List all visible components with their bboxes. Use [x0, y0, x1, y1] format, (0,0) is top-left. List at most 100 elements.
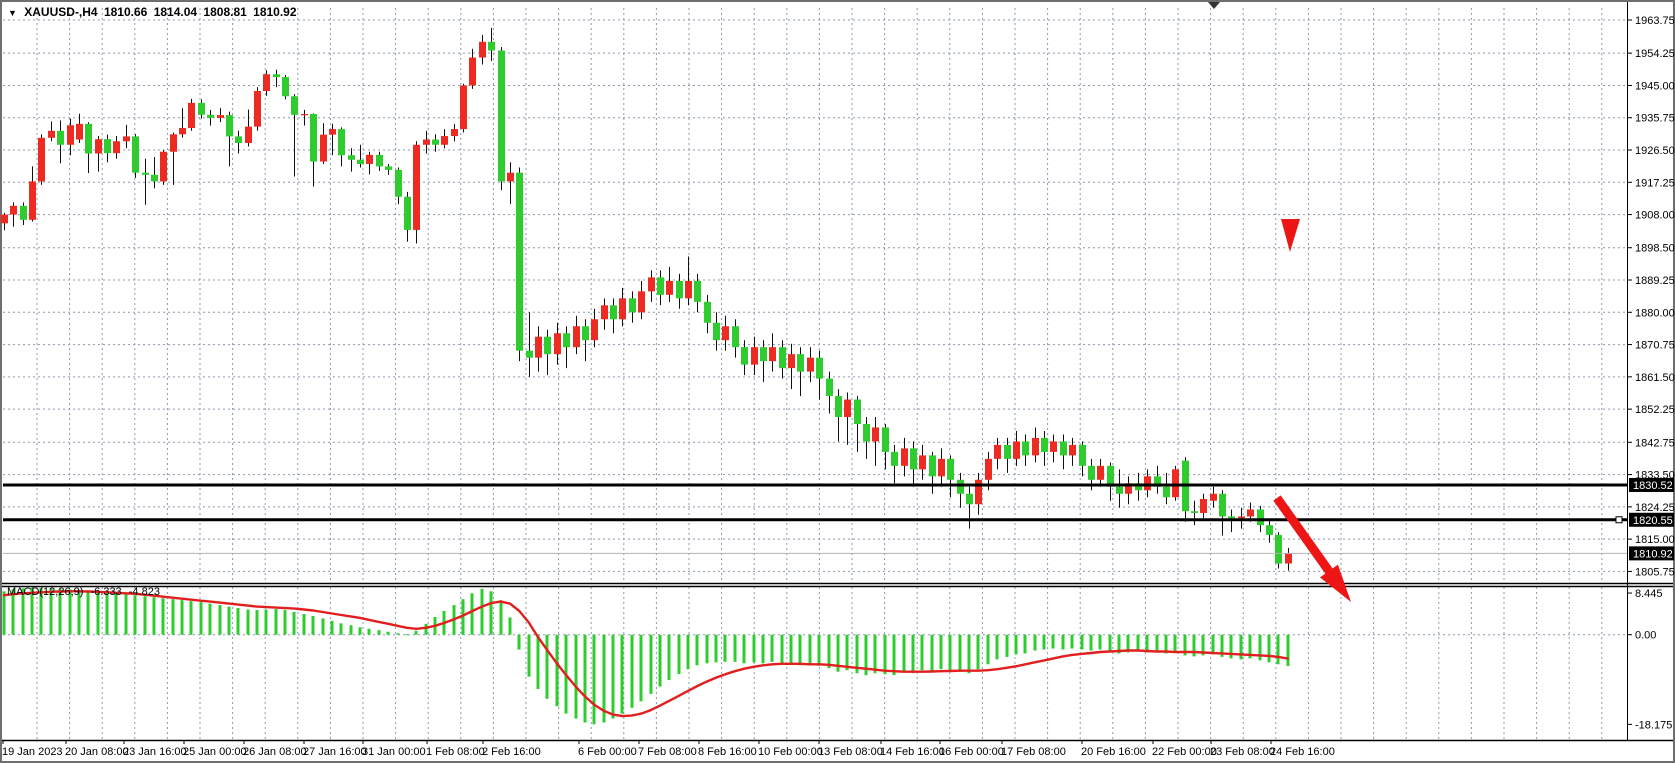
- macd-histogram-bar: [611, 634, 615, 719]
- candle: [151, 174, 158, 182]
- macd-histogram-bar: [836, 634, 840, 672]
- candle: [1116, 486, 1123, 494]
- price-tags: 1830.52 1820.55 1810.92: [1629, 477, 1674, 561]
- macd-histogram-bar: [461, 599, 465, 635]
- time-axis-label: 31 Jan 00:00: [362, 746, 426, 758]
- macd-axis[interactable]: 8.445 0.00 -18.175: [1627, 588, 1672, 731]
- candle: [1163, 486, 1170, 498]
- macd-histogram-bar: [995, 634, 999, 660]
- macd-histogram-bar: [1089, 634, 1093, 651]
- macd-histogram-bar: [873, 634, 877, 674]
- candle: [1032, 437, 1039, 456]
- candle: [282, 77, 289, 97]
- price-axis-label: 1898.50: [1635, 243, 1675, 255]
- macd-histogram-bar: [1108, 634, 1112, 652]
- candle: [57, 130, 64, 145]
- drawing-annotations[interactable]: [1208, 2, 1351, 602]
- candle: [254, 91, 261, 127]
- macd-axis-label: 0.00: [1635, 630, 1656, 642]
- macd-histogram-bar: [948, 634, 952, 671]
- candle: [638, 291, 645, 313]
- candle: [554, 333, 561, 355]
- macd-histogram-bar: [1258, 634, 1262, 661]
- candle: [891, 451, 898, 466]
- candle: [1275, 534, 1282, 564]
- macd-histogram-bar: [1164, 634, 1168, 654]
- macd-histogram-bar: [555, 634, 559, 707]
- macd-histogram-bar: [1220, 634, 1224, 657]
- macd-histogram-bar: [77, 589, 81, 635]
- candle: [329, 129, 336, 135]
- macd-histogram-bar: [658, 634, 662, 687]
- time-axis-label: 17 Feb 08:00: [1001, 746, 1066, 758]
- macd-histogram-bar: [1239, 634, 1243, 660]
- trend-arrow-shaft[interactable]: [1273, 495, 1337, 579]
- macd-histogram-bar: [405, 634, 409, 636]
- candle: [966, 493, 973, 505]
- time-axis-label: 7 Feb 08:00: [638, 746, 697, 758]
- candle: [629, 298, 636, 313]
- price-axis-label: 1880.00: [1635, 307, 1675, 319]
- price-axis-label: 1945.00: [1635, 80, 1675, 92]
- candle: [1135, 483, 1142, 491]
- candle: [1144, 476, 1151, 491]
- price-axis[interactable]: 1963.75 1954.25 1945.00 1935.75 1926.50 1917.…: [1627, 15, 1675, 578]
- candle: [123, 136, 130, 142]
- ohlc-open: 1810.66: [103, 5, 148, 19]
- candle: [226, 115, 233, 137]
- macd-histogram-bar: [236, 608, 240, 635]
- trend-arrow-head[interactable]: [1320, 564, 1351, 602]
- candle: [919, 455, 926, 470]
- time-axis-label: 23 Feb 08:00: [1210, 746, 1275, 758]
- candle: [722, 326, 729, 341]
- candle: [994, 444, 1001, 459]
- candle: [357, 159, 364, 164]
- candle: [835, 396, 842, 417]
- macd-histogram-bar: [227, 606, 231, 635]
- macd-histogram-bar: [723, 634, 727, 662]
- candle: [1257, 509, 1264, 526]
- macd-histogram-bar: [733, 634, 737, 662]
- macd-histogram-bar: [930, 634, 934, 672]
- macd-histogram-bar: [592, 634, 596, 725]
- candle: [451, 129, 458, 137]
- candle: [432, 139, 439, 145]
- macd-histogram-bar: [761, 634, 765, 664]
- macd-histogram-bar: [180, 600, 184, 635]
- candle: [113, 141, 120, 154]
- macd-histogram-bar: [1145, 634, 1149, 653]
- price-axis-label: 1954.25: [1635, 48, 1675, 60]
- macd-histogram-bar: [489, 591, 493, 635]
- sell-signal-arrow[interactable]: [1281, 219, 1300, 252]
- price-axis-label: 1824.25: [1635, 502, 1675, 514]
- candle: [376, 154, 383, 167]
- candle: [1004, 444, 1011, 459]
- candle: [816, 357, 823, 379]
- macd-histogram-bar: [49, 588, 53, 635]
- candle: [947, 458, 954, 480]
- time-axis-label: 10 Feb 00:00: [758, 746, 823, 758]
- candle: [348, 155, 355, 160]
- macd-histogram-bar: [1023, 634, 1027, 654]
- price-axis-label: 1852.25: [1635, 404, 1675, 416]
- price-tag-value: 1810.92: [1633, 548, 1673, 560]
- macd-histogram-bar: [677, 634, 681, 675]
- candle: [20, 205, 27, 220]
- candle: [235, 136, 242, 144]
- macd-histogram-bar: [827, 634, 831, 669]
- level-drag-handle[interactable]: [1615, 516, 1623, 524]
- macd-histogram-bar: [574, 634, 578, 719]
- candle: [291, 96, 298, 115]
- horizontal-level-lines[interactable]: [3, 483, 1627, 554]
- candle: [666, 280, 673, 295]
- macd-histogram-bar: [789, 634, 793, 665]
- macd-histogram-bar: [1051, 634, 1055, 649]
- macd-histogram-bar: [1033, 634, 1037, 651]
- chart-shift-marker[interactable]: [1208, 2, 1220, 9]
- candle: [479, 41, 486, 58]
- symbol-dropdown-icon[interactable]: ▼: [8, 8, 17, 18]
- candle: [1285, 553, 1292, 564]
- price-tag-value: 1820.55: [1633, 515, 1673, 527]
